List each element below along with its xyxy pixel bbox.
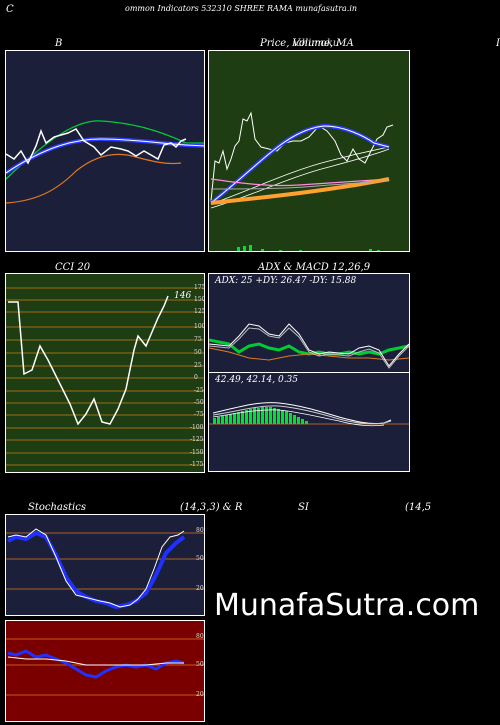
cci-tick: -75 [194,411,204,418]
ichimoku-overlap-title: Ichimoku [292,38,340,49]
cci-tick: -50 [194,399,204,406]
bollinger-panel [5,50,205,252]
price-ma-pink [210,178,390,187]
cci-tick: 100 [194,323,205,330]
macd-signal-line [212,405,392,425]
rsi-tick: 20 [196,691,204,698]
macd-panel: 42.49, 42.14, 0.35 [208,372,410,472]
adx-minus-di-line [209,327,409,369]
price-title: Price, Volume, MA [260,38,354,49]
stoch-tick: 20 [196,585,204,592]
price-ma-line-1 [210,146,390,205]
rsi-signal-line [7,656,184,666]
bollinger-price-line [6,128,187,165]
volume-bars [237,245,380,251]
cci-tick: 150 [194,296,205,303]
rsi-tick: 50 [196,661,204,668]
stoch-tick: 80 [196,527,204,534]
stoch-panel: 80 50 20 [5,514,205,616]
cci-tick: -175 [190,461,204,468]
stoch-params: (14,3,3) & R [180,502,243,513]
rsi-title: SI [298,502,309,513]
rsi-chart [6,638,204,696]
cci-grid [6,287,204,466]
stoch-d-line [7,530,186,610]
rsi-panel: 80 50 20 [5,620,205,722]
bollinger-chart [6,120,204,204]
stoch-k-line [7,528,185,608]
stoch-chart [6,528,204,610]
stoch-tick: 50 [196,555,204,562]
price-line [210,111,394,202]
rsi-params: (14,5 [405,502,432,513]
page-title: ommon Indicators 532310 SHREE RAMA munaf… [125,4,358,13]
adx-plus-di-line [209,323,409,367]
macd-histogram [213,407,308,424]
stoch-title: Stochastics [28,502,86,513]
adx-values: ADX: 25 +DY: 26.47 -DY: 15.88 [215,276,357,286]
cci-line [8,295,169,426]
cci-tick: 0 [194,374,198,381]
bollinger-middle-band-inner [6,138,204,174]
bollinger-lower-band [6,153,182,204]
right-edge-letter: I [496,38,500,49]
cci-chart [6,287,204,466]
price-panel [208,50,410,252]
watermark: MunafaSutra.com [214,588,480,623]
cci-tick: 25 [194,362,202,369]
corner-letter: C [6,4,14,15]
cci-tick: -100 [190,424,204,431]
bollinger-upper-band [6,120,204,180]
rsi-line [7,649,185,679]
macd-line [212,402,392,424]
price-chart [209,111,394,251]
adx-panel: ADX: 25 +DY: 26.47 -DY: 15.88 [208,273,410,373]
rsi-grid [6,638,204,696]
price-ma-blue-band-inner [210,125,390,204]
cci-tick: 175 [194,284,205,291]
price-ma-gray [210,180,390,190]
macd-line-2 [212,409,385,427]
cci-tick: -25 [194,387,204,394]
macd-values: 42.49, 42.14, 0.35 [215,375,299,385]
cci-value-label: 146 [174,291,192,301]
cci-tick: 75 [194,336,202,343]
cci-tick: -125 [190,436,204,443]
macd-chart [209,402,409,427]
adx-chart [209,323,409,369]
cci-title: CCI 20 [55,262,91,273]
cci-tick: -150 [190,449,204,456]
cci-tick: 50 [194,349,202,356]
adx-macd-title: ADX & MACD 12,26,9 [258,262,371,273]
bollinger-title: B [55,38,63,49]
cci-tick: 125 [194,308,205,315]
adx-orange-line [209,347,409,361]
cci-panel: 175 150 125 100 75 50 25 0 -25 -50 -75 -… [5,273,205,473]
rsi-tick: 80 [196,633,204,640]
